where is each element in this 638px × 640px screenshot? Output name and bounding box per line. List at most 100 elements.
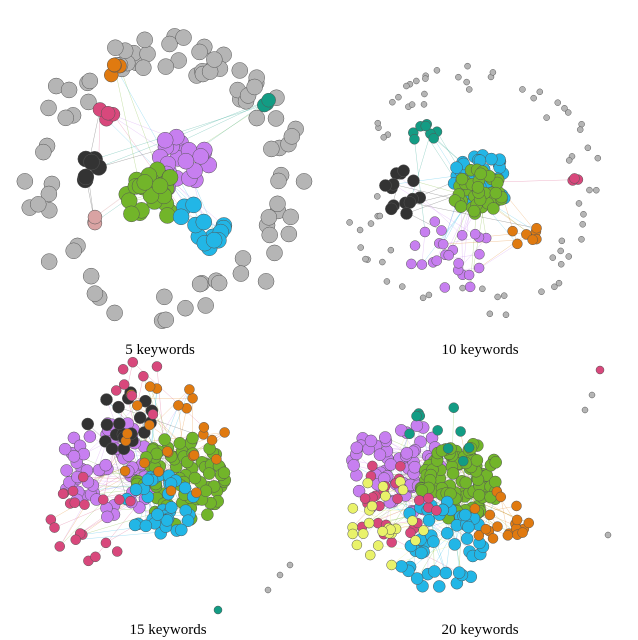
node: [494, 293, 501, 301]
node: [377, 481, 389, 492]
node: [421, 90, 428, 98]
node: [347, 459, 360, 472]
node: [100, 537, 112, 549]
node: [465, 86, 473, 93]
node: [83, 430, 97, 443]
node: [135, 59, 152, 76]
node: [397, 484, 409, 496]
node: [173, 437, 187, 450]
node: [362, 477, 373, 489]
node: [136, 174, 154, 191]
node: [267, 110, 285, 127]
node: [100, 105, 116, 121]
node: [564, 109, 572, 116]
node: [175, 523, 188, 537]
node: [106, 304, 123, 322]
node: [395, 93, 402, 101]
node: [110, 385, 122, 396]
node: [122, 428, 133, 439]
node: [139, 457, 150, 469]
node: [404, 428, 415, 440]
node: [98, 494, 109, 505]
node: [519, 86, 526, 93]
node: [386, 559, 397, 571]
node: [86, 285, 104, 302]
node: [413, 495, 425, 506]
node: [156, 131, 174, 149]
node: [376, 212, 384, 220]
node: [442, 443, 454, 454]
node: [403, 196, 417, 209]
node: [450, 161, 463, 174]
node: [144, 419, 155, 431]
node: [151, 508, 164, 521]
node: [473, 262, 485, 274]
node: [437, 238, 449, 250]
node: [578, 236, 585, 243]
node: [410, 535, 421, 546]
node: [389, 98, 396, 106]
node: [448, 538, 461, 551]
edge: [177, 100, 269, 144]
edge: [393, 184, 480, 238]
node: [57, 109, 74, 127]
node: [131, 400, 143, 411]
node: [40, 99, 57, 117]
node: [458, 455, 469, 467]
node: [415, 546, 428, 560]
node: [286, 561, 294, 569]
node: [558, 237, 566, 245]
node: [487, 202, 500, 215]
node: [107, 39, 124, 56]
node: [383, 278, 391, 285]
node: [431, 255, 442, 266]
node: [198, 422, 210, 433]
network-graphs: [16, 28, 612, 615]
node: [485, 152, 498, 166]
node: [16, 173, 34, 190]
node: [511, 514, 523, 526]
node: [83, 153, 100, 171]
node: [584, 144, 592, 152]
node: [454, 200, 468, 213]
node: [459, 476, 473, 489]
node: [549, 254, 557, 261]
node: [378, 431, 392, 444]
node: [425, 291, 433, 299]
node: [507, 225, 518, 237]
node: [261, 92, 276, 108]
node: [114, 494, 125, 505]
node: [199, 484, 213, 498]
node: [579, 221, 586, 228]
node: [392, 493, 403, 505]
node: [462, 520, 475, 534]
node: [81, 72, 99, 90]
node: [151, 177, 169, 195]
caption: 20 keywords: [441, 622, 518, 638]
node: [464, 281, 476, 293]
edge: [421, 231, 426, 265]
node: [213, 605, 223, 615]
node: [486, 310, 494, 318]
node: [112, 400, 125, 414]
node: [264, 586, 272, 594]
node: [530, 94, 537, 102]
node: [463, 442, 475, 453]
node: [100, 393, 113, 406]
node: [363, 517, 375, 529]
node: [364, 434, 378, 448]
node: [113, 417, 126, 430]
node: [263, 140, 280, 158]
node: [575, 200, 583, 207]
node: [409, 134, 420, 145]
node: [419, 226, 431, 238]
node: [432, 425, 443, 436]
node: [578, 120, 585, 128]
node: [177, 299, 194, 317]
node: [469, 228, 481, 240]
node: [373, 448, 387, 461]
node: [455, 172, 469, 186]
node: [165, 501, 178, 514]
node: [433, 67, 441, 74]
node: [77, 168, 95, 186]
